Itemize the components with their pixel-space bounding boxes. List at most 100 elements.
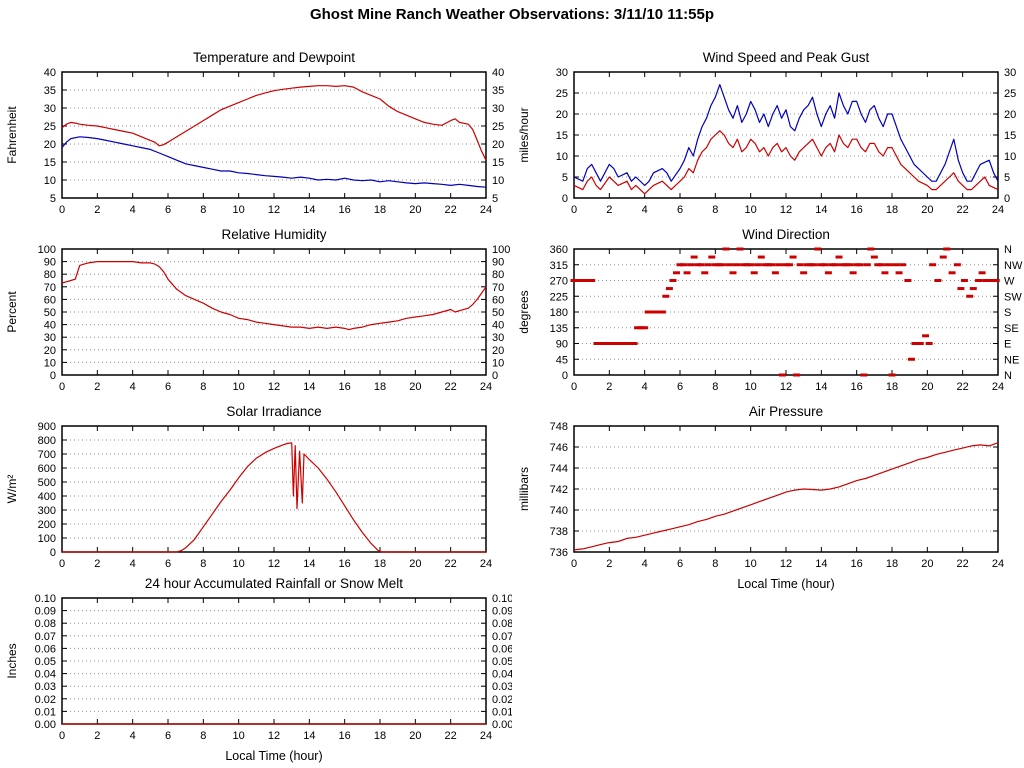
svg-text:40: 40 (492, 67, 504, 79)
svg-text:90: 90 (44, 257, 56, 269)
svg-text:20: 20 (409, 381, 421, 393)
svg-text:0.05: 0.05 (492, 656, 512, 668)
svg-text:6: 6 (165, 204, 171, 216)
svg-text:0.08: 0.08 (35, 618, 56, 630)
svg-text:NW: NW (1004, 260, 1023, 272)
svg-text:10: 10 (233, 730, 245, 742)
svg-text:N: N (1004, 244, 1012, 256)
svg-text:30: 30 (44, 332, 56, 344)
svg-text:742: 742 (550, 484, 568, 496)
svg-text:18: 18 (374, 381, 386, 393)
svg-text:6: 6 (165, 730, 171, 742)
chart-solar-irradiance: 0 100 200 300 400 500 600 700 800 900 0 2 4 6 8 10 12 14 1… (0, 398, 512, 598)
svg-text:14: 14 (303, 558, 315, 570)
svg-text:14: 14 (815, 381, 827, 393)
svg-text:8: 8 (712, 381, 718, 393)
svg-text:60: 60 (492, 294, 504, 306)
svg-text:200: 200 (38, 519, 56, 531)
svg-text:Wind Speed and Peak Gust: Wind Speed and Peak Gust (703, 50, 870, 65)
svg-text:0.02: 0.02 (35, 694, 56, 706)
svg-text:16: 16 (851, 558, 863, 570)
svg-text:W/m²: W/m² (5, 475, 19, 504)
svg-text:5: 5 (50, 193, 56, 205)
svg-text:80: 80 (492, 269, 504, 281)
svg-text:18: 18 (374, 204, 386, 216)
svg-text:0: 0 (50, 547, 56, 559)
svg-text:0.10: 0.10 (492, 593, 512, 605)
svg-text:0.08: 0.08 (492, 618, 512, 630)
svg-text:30: 30 (492, 332, 504, 344)
svg-text:0: 0 (59, 204, 65, 216)
svg-text:15: 15 (556, 130, 568, 142)
svg-text:0.05: 0.05 (35, 656, 56, 668)
svg-text:20: 20 (1004, 109, 1016, 121)
svg-text:24: 24 (992, 204, 1004, 216)
svg-text:0.10: 0.10 (35, 593, 56, 605)
svg-text:Percent: Percent (5, 291, 19, 333)
svg-text:20: 20 (409, 558, 421, 570)
svg-text:300: 300 (38, 505, 56, 517)
svg-text:25: 25 (44, 121, 56, 133)
svg-text:0: 0 (571, 558, 577, 570)
svg-text:6: 6 (677, 204, 683, 216)
svg-text:900: 900 (38, 421, 56, 433)
svg-text:0.01: 0.01 (492, 706, 512, 718)
svg-text:Local Time (hour): Local Time (hour) (225, 749, 322, 763)
svg-text:180: 180 (550, 307, 568, 319)
svg-text:0.04: 0.04 (35, 669, 56, 681)
svg-text:20: 20 (556, 109, 568, 121)
svg-text:6: 6 (165, 558, 171, 570)
svg-text:10: 10 (233, 381, 245, 393)
svg-text:5: 5 (1004, 172, 1010, 184)
svg-text:24: 24 (992, 558, 1004, 570)
svg-text:10: 10 (745, 204, 757, 216)
svg-text:2: 2 (606, 204, 612, 216)
svg-text:22: 22 (957, 558, 969, 570)
chart-rainfall: 0.00 0.00 0.01 0.01 0.02 0.02 0.03 0.03 0.04 0.04… (0, 570, 512, 768)
svg-text:135: 135 (550, 323, 568, 335)
svg-text:0.03: 0.03 (492, 681, 512, 693)
svg-text:30: 30 (492, 103, 504, 115)
svg-text:100: 100 (38, 533, 56, 545)
svg-text:20: 20 (409, 730, 421, 742)
svg-text:600: 600 (38, 463, 56, 475)
svg-text:70: 70 (44, 282, 56, 294)
svg-text:225: 225 (550, 291, 568, 303)
svg-text:22: 22 (445, 204, 457, 216)
svg-text:700: 700 (38, 449, 56, 461)
svg-text:4: 4 (642, 204, 648, 216)
svg-text:0: 0 (571, 204, 577, 216)
svg-text:70: 70 (492, 282, 504, 294)
svg-text:10: 10 (1004, 151, 1016, 163)
svg-text:30: 30 (556, 67, 568, 79)
svg-text:14: 14 (303, 730, 315, 742)
svg-text:748: 748 (550, 421, 568, 433)
svg-text:16: 16 (339, 204, 351, 216)
svg-text:360: 360 (550, 244, 568, 256)
svg-text:10: 10 (492, 357, 504, 369)
svg-text:0.09: 0.09 (35, 606, 56, 618)
svg-text:20: 20 (409, 204, 421, 216)
svg-text:80: 80 (44, 269, 56, 281)
svg-text:14: 14 (815, 558, 827, 570)
svg-text:14: 14 (303, 204, 315, 216)
svg-text:746: 746 (550, 442, 568, 454)
svg-text:Wind Direction: Wind Direction (742, 227, 830, 242)
svg-text:738: 738 (550, 526, 568, 538)
svg-text:4: 4 (130, 204, 136, 216)
svg-text:15: 15 (44, 157, 56, 169)
svg-text:100: 100 (38, 244, 56, 256)
svg-text:12: 12 (780, 558, 792, 570)
svg-text:Local Time (hour): Local Time (hour) (737, 577, 834, 591)
svg-text:8: 8 (712, 204, 718, 216)
svg-text:5: 5 (562, 172, 568, 184)
svg-text:60: 60 (44, 294, 56, 306)
svg-text:0: 0 (59, 558, 65, 570)
svg-text:40: 40 (44, 320, 56, 332)
svg-text:8: 8 (712, 558, 718, 570)
svg-text:14: 14 (815, 204, 827, 216)
svg-text:2: 2 (94, 381, 100, 393)
